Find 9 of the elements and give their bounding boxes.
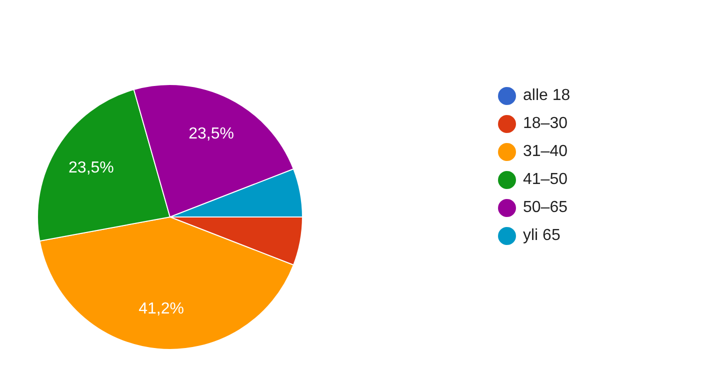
legend-label: 18–30 (523, 115, 568, 133)
legend-label: 31–40 (523, 143, 568, 161)
legend-label: 50–65 (523, 199, 568, 217)
legend-label: yli 65 (523, 227, 560, 245)
data-label: 23,5% (68, 159, 114, 176)
data-label: 23,5% (188, 125, 234, 142)
legend-label: 41–50 (523, 171, 568, 189)
legend-label: alle 18 (523, 87, 570, 105)
data-label: 41,2% (138, 300, 184, 318)
